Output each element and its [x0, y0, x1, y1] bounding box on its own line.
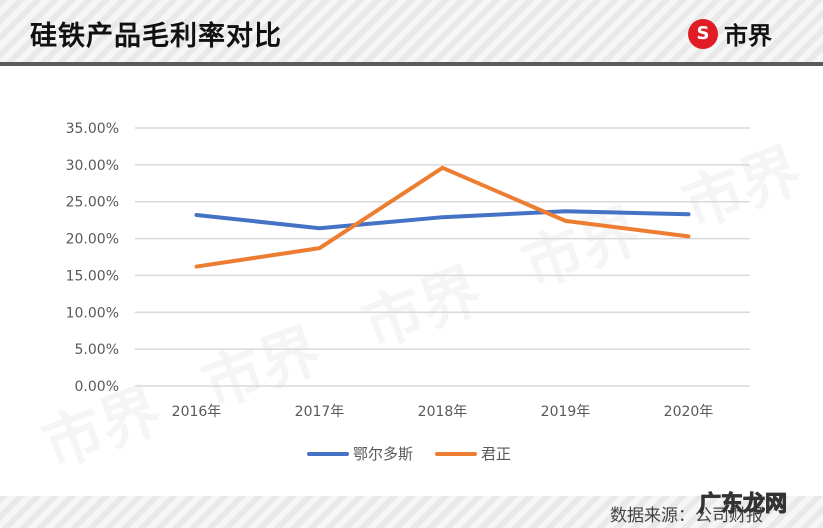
header-banner: 硅铁产品毛利率对比 S 市界 [0, 0, 823, 62]
chart-legend: 鄂尔多斯 君正 [307, 443, 533, 464]
brand-s-icon: S [688, 18, 718, 49]
x-tick-label: 2017年 [295, 404, 345, 420]
legend-label: 君正 [481, 445, 512, 463]
page-title: 硅铁产品毛利率对比 [30, 21, 282, 52]
x-axis-labels: 2016年 2017年 2018年 2019年 2020年 [172, 404, 714, 420]
y-tick-label: 0.00% [75, 379, 119, 395]
legend-swatch [307, 451, 349, 456]
series-lines [194, 165, 691, 269]
series-line [194, 209, 691, 231]
x-tick-label: 2020年 [664, 404, 714, 420]
header-divider [0, 62, 823, 66]
x-tick-label: 2018年 [418, 404, 468, 420]
y-tick-label: 35.00% [66, 121, 119, 137]
site-watermark: 广东龙网 [698, 492, 787, 518]
y-axis-labels: 0.00% 5.00% 10.00% 15.00% 20.00% 25.00% 30.00%… [66, 121, 119, 395]
gridlines [135, 127, 750, 387]
legend-item: 君正 [435, 443, 511, 464]
y-tick-label: 10.00% [66, 305, 119, 321]
legend-item: 鄂尔多斯 [307, 443, 413, 464]
y-tick-label: 5.00% [75, 342, 119, 358]
y-tick-label: 20.00% [66, 232, 119, 248]
x-tick-label: 2019年 [541, 404, 591, 420]
legend-label: 鄂尔多斯 [353, 445, 414, 463]
y-tick-label: 15.00% [66, 268, 119, 284]
brand-name: 市界 [724, 22, 772, 50]
series-line [194, 165, 691, 269]
x-tick-label: 2016年 [172, 404, 222, 420]
legend-swatch [435, 451, 478, 456]
y-tick-label: 30.00% [66, 158, 119, 174]
footer-banner: 数据来源：公司财报 [0, 496, 823, 528]
brand-logo: S 市界 [688, 16, 772, 51]
y-tick-label: 25.00% [66, 195, 119, 211]
data-source-note: 数据来源：公司财报 [610, 506, 763, 526]
